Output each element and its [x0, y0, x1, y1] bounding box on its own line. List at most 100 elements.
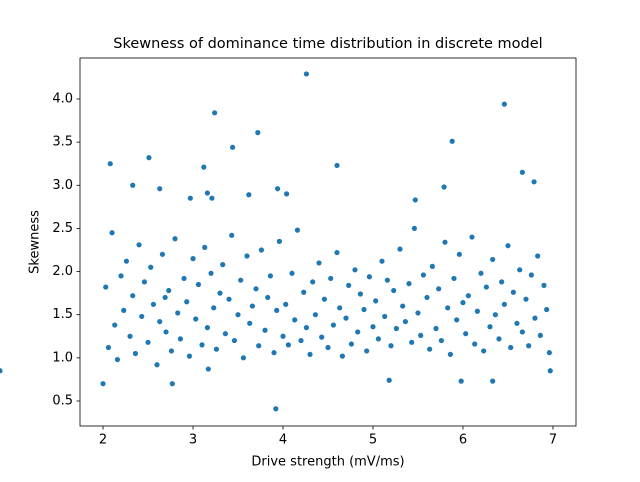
scatter-point: [451, 275, 457, 282]
scatter-point: [298, 337, 304, 344]
scatter-point: [445, 305, 451, 311]
y-axis-label: Skewness: [28, 210, 43, 274]
scatter-point: [456, 251, 462, 257]
x-tick-label: 3: [189, 433, 197, 448]
scatter-point: [364, 348, 370, 354]
scatter-point: [519, 169, 525, 175]
scatter-point: [247, 320, 253, 326]
scatter-point: [255, 130, 261, 136]
scatter-point: [370, 324, 376, 330]
scatter-point: [118, 273, 124, 279]
scatter-point: [409, 339, 415, 345]
scatter-point: [240, 355, 247, 361]
scatter-point: [267, 273, 274, 279]
scatter-point: [199, 342, 205, 348]
y-tick-label: 2.5: [52, 221, 73, 236]
scatter-point: [339, 353, 345, 359]
scatter-point: [501, 101, 507, 107]
scatter-point: [130, 293, 136, 299]
scatter-point: [501, 301, 507, 307]
scatter-point: [284, 191, 290, 197]
scatter-point: [361, 306, 367, 313]
scatter-point: [463, 331, 469, 337]
scatter-point: [204, 190, 211, 196]
scatter-point: [397, 246, 403, 252]
scatter-point: [211, 305, 217, 311]
scatter-point: [238, 277, 244, 283]
scatter-point: [222, 331, 229, 337]
scatter-point: [420, 272, 426, 278]
scatter-point: [343, 315, 349, 321]
scatter-point: [275, 186, 281, 192]
scatter-point: [418, 332, 424, 339]
scatter-point: [303, 325, 310, 331]
scatter-point: [157, 318, 163, 325]
scatter-point: [114, 356, 121, 363]
scatter-point: [490, 256, 496, 263]
scatter-point: [154, 362, 160, 368]
scatter-point: [321, 296, 328, 302]
scatter-point: [109, 230, 115, 236]
scatter-point: [393, 325, 399, 332]
scatter-point: [531, 179, 537, 185]
scatter-point: [230, 144, 236, 150]
scatter-point: [519, 329, 525, 335]
scatter-point: [168, 348, 175, 354]
scatter-point: [103, 284, 109, 290]
scatter-point: [258, 247, 265, 253]
scatter-point: [465, 293, 471, 299]
scatter-point: [379, 258, 385, 264]
scatter-point: [442, 239, 448, 245]
scatter-point: [249, 303, 256, 309]
scatter-point: [319, 334, 325, 340]
scatter-point: [212, 110, 218, 116]
scatter-point: [474, 308, 480, 314]
scatter-point: [276, 238, 283, 244]
scatter-point: [107, 161, 113, 167]
scatter-point: [544, 306, 550, 313]
scatter-point: [384, 277, 390, 283]
scatter-point: [289, 270, 295, 276]
scatter-point: [285, 342, 292, 348]
y-tick-label: 3.0: [52, 178, 73, 193]
scatter-point: [386, 377, 392, 383]
scatter-point: [348, 341, 354, 347]
plot-frame: [79, 57, 577, 427]
scatter-point: [204, 325, 211, 331]
scatter-point: [265, 294, 271, 301]
scatter-point: [366, 274, 372, 280]
scatter-point: [205, 366, 211, 372]
scatter-point: [184, 299, 190, 305]
scatter-point: [391, 287, 397, 294]
x-tick-label: 2: [99, 433, 107, 448]
scatter-point: [303, 71, 310, 77]
scatter-point: [373, 298, 379, 304]
scatter-point: [510, 289, 516, 295]
scatter-point: [424, 294, 430, 301]
scatter-point: [355, 329, 361, 335]
scatter-point: [175, 310, 181, 316]
scatter-point: [433, 325, 439, 332]
scatter-point: [334, 162, 340, 169]
scatter-point: [121, 307, 127, 313]
scatter-point: [172, 236, 178, 242]
scatter-point: [246, 192, 252, 198]
scatter-point: [307, 351, 313, 357]
scatter-point: [460, 300, 466, 306]
scatter-point: [229, 232, 235, 238]
scatter-point: [472, 341, 478, 347]
scatter-point: [130, 182, 136, 188]
scatter-point: [208, 270, 214, 276]
scatter-point: [209, 195, 215, 201]
scatter-point: [375, 336, 381, 342]
scatter-point: [166, 287, 172, 294]
scatter-point: [231, 337, 238, 344]
scatter-point: [441, 184, 447, 190]
scatter-point: [478, 270, 484, 276]
scatter-point: [177, 336, 184, 342]
y-tick-label: 4.0: [52, 91, 73, 106]
scatter-point: [181, 275, 187, 282]
scatter-point: [310, 279, 316, 285]
scatter-point: [157, 186, 163, 192]
